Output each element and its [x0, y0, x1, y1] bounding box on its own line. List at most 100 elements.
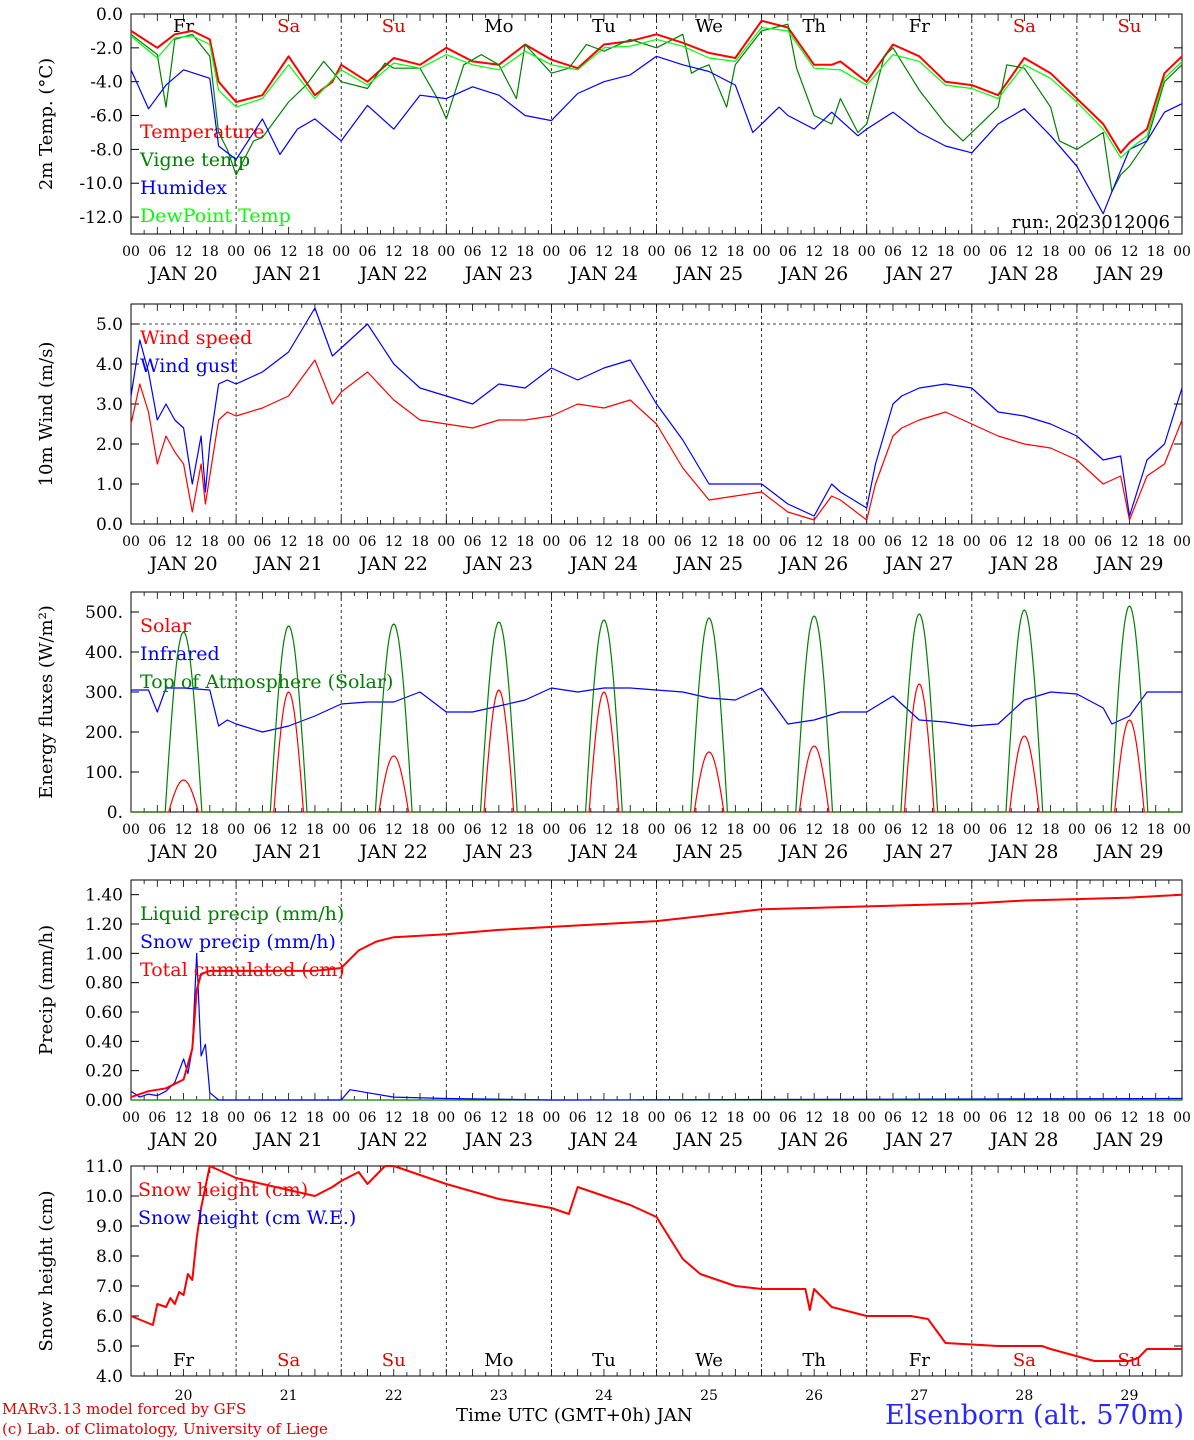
hour-tick-label: 12 — [490, 1110, 508, 1126]
hour-tick-label: 00 — [332, 534, 350, 550]
hour-tick-label: 12 — [805, 244, 823, 260]
hour-tick-label: 12 — [385, 1110, 403, 1126]
legend-label: Solar — [140, 615, 192, 637]
hour-tick-label: 00 — [437, 534, 455, 550]
hour-tick-label: 00 — [122, 534, 140, 550]
weekday-label: Tu — [592, 16, 616, 37]
series-line — [131, 605, 1182, 813]
legend-label: Wind gust — [140, 355, 238, 377]
hour-tick-label: 06 — [884, 822, 902, 838]
day-label: JAN 27 — [883, 841, 953, 863]
day-label: JAN 20 — [147, 553, 217, 575]
hour-tick-label: 18 — [201, 1110, 219, 1126]
weekday-label: Mo — [484, 16, 513, 37]
hour-tick-label: 00 — [122, 1110, 140, 1126]
hour-tick-label: 18 — [516, 534, 534, 550]
hour-tick-label: 12 — [805, 1110, 823, 1126]
hour-tick-label: 12 — [595, 534, 613, 550]
hour-tick-label: 06 — [359, 822, 377, 838]
hour-tick-label: 06 — [779, 822, 797, 838]
hour-tick-label: 06 — [989, 534, 1007, 550]
y-tick-label: -8.0 — [90, 140, 123, 160]
hour-tick-label: 12 — [280, 244, 298, 260]
hour-tick-label: 12 — [175, 822, 193, 838]
hour-tick-label: 12 — [175, 534, 193, 550]
legend-label: Wind speed — [140, 327, 252, 349]
hour-tick-label: 18 — [621, 244, 639, 260]
hour-tick-label: 00 — [963, 1110, 981, 1126]
legend-label: Temperature — [140, 121, 264, 143]
hour-tick-label: 18 — [726, 534, 744, 550]
hour-tick-label: 00 — [542, 1110, 560, 1126]
y-tick-label: 0. — [107, 803, 123, 823]
y-tick-label: 1.20 — [85, 915, 123, 935]
day-number-label: 24 — [595, 1388, 613, 1404]
hour-tick-label: 18 — [516, 822, 534, 838]
hour-tick-label: 12 — [490, 534, 508, 550]
y-axis-label: 10m Wind (m/s) — [36, 342, 57, 487]
hour-tick-label: 18 — [1042, 1110, 1060, 1126]
hour-tick-label: 00 — [542, 244, 560, 260]
hour-tick-label: 06 — [1094, 534, 1112, 550]
y-tick-label: 0.0 — [96, 515, 123, 535]
hour-tick-label: 06 — [464, 534, 482, 550]
y-tick-label: 11.0 — [85, 1157, 123, 1177]
hour-tick-label: 00 — [437, 244, 455, 260]
run-label: run: 2023012006 — [1012, 212, 1170, 233]
weekday-label: Su — [1117, 16, 1141, 37]
panel-energy: 0. 100. 200. 300. 400. 500. Energy fluxes (W/m… — [36, 591, 1191, 863]
hour-tick-label: 18 — [726, 1110, 744, 1126]
day-number-label: 21 — [280, 1388, 298, 1404]
hour-tick-label: 18 — [411, 1110, 429, 1126]
series-line — [130, 1165, 1182, 1362]
series-line — [130, 952, 1183, 1101]
hour-tick-label: 00 — [648, 534, 666, 550]
hour-tick-label: 18 — [621, 822, 639, 838]
day-label: JAN 20 — [147, 841, 217, 863]
series-line — [130, 23, 1183, 193]
hour-tick-label: 12 — [280, 822, 298, 838]
day-number-label: 22 — [385, 1388, 403, 1404]
hour-tick-label: 12 — [1121, 822, 1139, 838]
hour-tick-label: 12 — [385, 534, 403, 550]
day-number-label: 23 — [490, 1388, 508, 1404]
hour-tick-label: 06 — [148, 822, 166, 838]
hour-tick-label: 06 — [989, 244, 1007, 260]
day-label: JAN 24 — [568, 841, 638, 863]
hour-tick-label: 12 — [910, 1110, 928, 1126]
legend-label: Snow height (cm W.E.) — [138, 1207, 356, 1229]
hour-tick-label: 06 — [148, 244, 166, 260]
hour-tick-label: 06 — [253, 244, 271, 260]
hour-tick-label: 00 — [1068, 534, 1086, 550]
day-label: JAN 22 — [358, 841, 428, 863]
legend-label: Infrared — [140, 643, 220, 665]
hour-tick-label: 18 — [411, 534, 429, 550]
hour-tick-label: 18 — [832, 822, 850, 838]
series-line — [130, 26, 1183, 159]
day-number-label: 26 — [805, 1388, 823, 1404]
hour-tick-label: 06 — [359, 1110, 377, 1126]
day-label: JAN 22 — [358, 1129, 428, 1151]
y-tick-label: 6.0 — [96, 1307, 123, 1327]
y-axis-label: Energy fluxes (W/m²) — [36, 605, 57, 799]
series-line — [131, 687, 1182, 733]
weekday-label: Sa — [277, 1350, 300, 1371]
hour-tick-label: 06 — [253, 822, 271, 838]
panel-precip: 0.00 0.20 0.40 0.60 0.80 1.00 1.20 1.40 Precip (… — [36, 879, 1191, 1151]
y-tick-label: 0.40 — [85, 1032, 123, 1052]
hour-tick-label: 18 — [726, 244, 744, 260]
y-tick-label: -12.0 — [79, 208, 123, 228]
weekday-label: Sa — [1013, 1350, 1036, 1371]
hour-tick-label: 12 — [805, 534, 823, 550]
weekday-label: Fr — [909, 16, 930, 37]
hour-tick-label: 06 — [674, 1110, 692, 1126]
hour-tick-label: 06 — [1094, 822, 1112, 838]
hour-tick-label: 06 — [569, 244, 587, 260]
hour-tick-label: 18 — [937, 1110, 955, 1126]
hour-tick-label: 12 — [280, 534, 298, 550]
series-line — [130, 359, 1183, 521]
hour-tick-label: 18 — [832, 534, 850, 550]
y-tick-label: 200. — [85, 723, 123, 743]
hour-tick-label: 00 — [648, 1110, 666, 1126]
legend-label: Snow precip (mm/h) — [140, 931, 336, 953]
